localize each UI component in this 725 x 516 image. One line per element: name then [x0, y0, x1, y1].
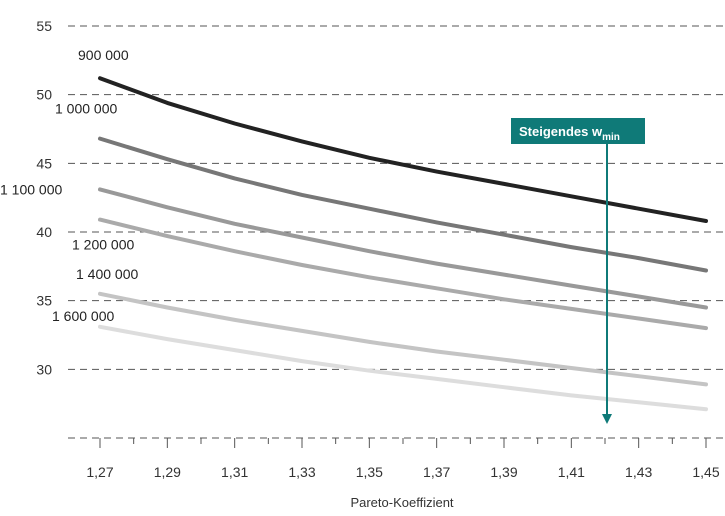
- series-label: 1 200 000: [72, 237, 134, 253]
- y-axis-ticks: 30 35 40 45 50 55: [36, 18, 52, 377]
- series-label: 1 400 000: [76, 266, 138, 282]
- y-tick-label: 35: [36, 293, 52, 309]
- callout-arrow-head: [602, 414, 612, 424]
- series-line-2: [98, 136, 708, 273]
- series-line-3: [98, 187, 708, 310]
- y-tick-label: 55: [36, 18, 52, 34]
- x-axis: 1,27 1,29 1,31 1,33 1,35 1,37 1,39 1,41 1,43 1,45: [68, 437, 725, 480]
- series-line-5: [98, 291, 708, 387]
- series-labels: 900 000 1 000 000 1 100 000 1 200 000 1 400 …: [0, 47, 138, 324]
- series-lines: [98, 76, 708, 412]
- series-line-4: [98, 217, 708, 331]
- x-tick-label: 1,39: [490, 464, 517, 480]
- series-label: 1 600 000: [52, 308, 114, 324]
- y-tick-label: 50: [36, 87, 52, 103]
- series-line-6: [98, 324, 708, 412]
- x-tick-label: 1,29: [154, 464, 181, 480]
- y-tick-label: 30: [36, 361, 52, 377]
- x-axis-title: Pareto-Koeffizient: [350, 495, 453, 510]
- x-tick-label: 1,41: [558, 464, 585, 480]
- series-label: 1 000 000: [55, 101, 117, 117]
- series-line-1: [98, 76, 708, 223]
- x-tick-label: 1,31: [221, 464, 248, 480]
- y-tick-label: 40: [36, 224, 52, 240]
- series-label: 1 100 000: [0, 181, 62, 197]
- series-label: 900 000: [78, 47, 129, 63]
- x-tick-label: 1,33: [288, 464, 315, 480]
- steigendes-wmin-callout: Steigendes wmin: [511, 118, 645, 424]
- x-tick-label: 1,45: [692, 464, 719, 480]
- x-tick-label: 1,43: [625, 464, 652, 480]
- x-tick-label: 1,35: [356, 464, 383, 480]
- callout-box: [511, 118, 645, 144]
- x-tick-label: 1,27: [86, 464, 113, 480]
- callout-text: Steigendes wmin: [519, 124, 620, 143]
- y-tick-label: 45: [36, 155, 52, 171]
- x-tick-label: 1,37: [423, 464, 450, 480]
